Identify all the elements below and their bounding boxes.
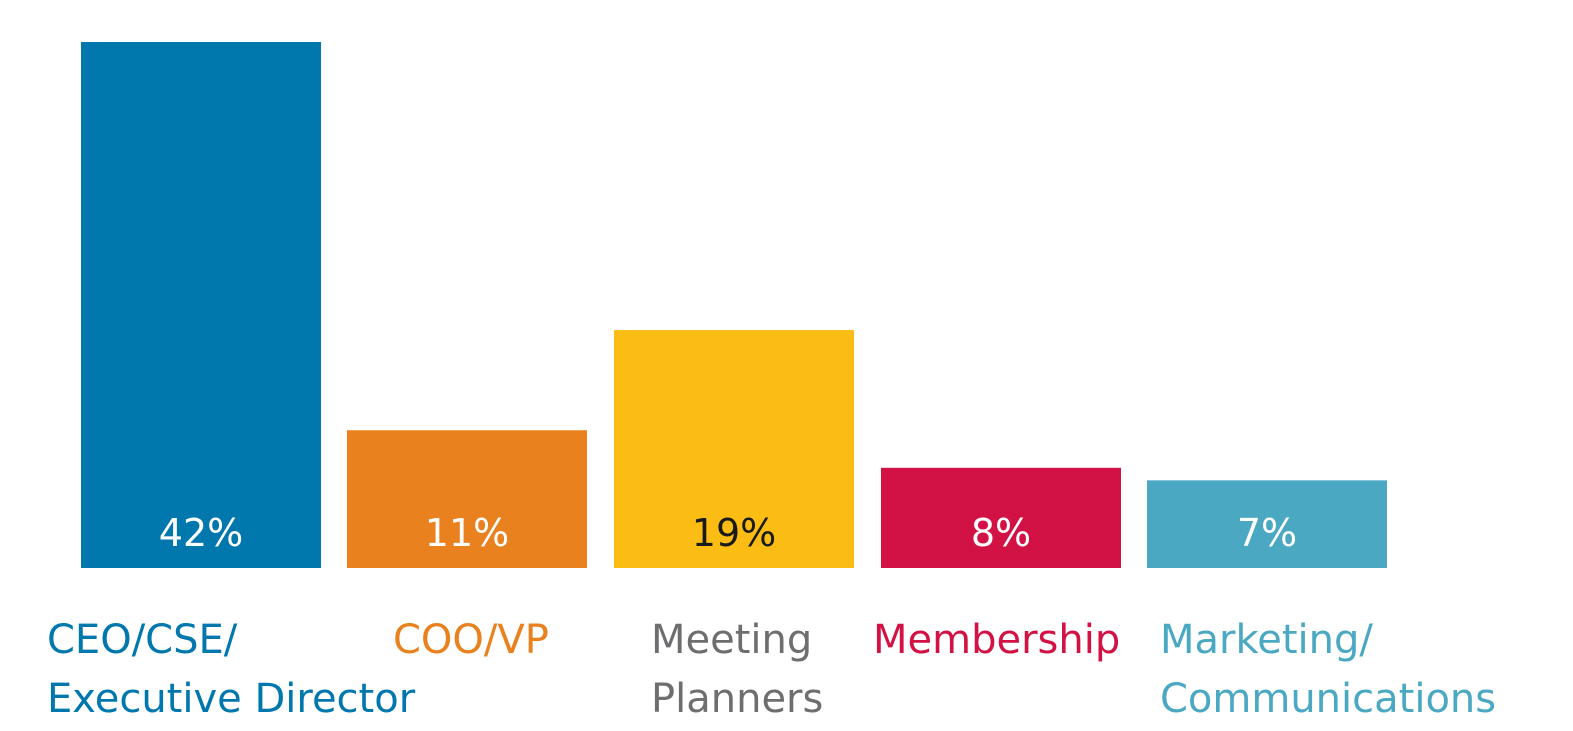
category-label-4-line-1: Communications xyxy=(1160,676,1496,722)
category-label-1: COO/VP xyxy=(393,617,549,663)
category-label-4: Marketing/Communications xyxy=(1160,617,1496,722)
category-label-2-line-0: Meeting xyxy=(651,617,812,663)
bar-0 xyxy=(81,42,321,568)
bar-1 xyxy=(347,430,587,568)
bar-3 xyxy=(881,467,1121,568)
category-label-3: Membership xyxy=(873,617,1120,663)
bar-value-label-3: 8% xyxy=(971,511,1031,555)
bar-4 xyxy=(1147,480,1387,568)
category-label-0-line-1: Executive Director xyxy=(47,676,416,722)
bar-2 xyxy=(614,330,854,568)
category-label-2-line-1: Planners xyxy=(651,676,823,722)
category-label-2: Meeting Planners xyxy=(651,617,823,722)
category-label-1-line-0: COO/VP xyxy=(393,617,549,663)
bar-value-label-4: 7% xyxy=(1237,511,1297,555)
category-label-0: CEO/CSE/Executive Director xyxy=(47,617,416,722)
category-label-4-line-0: Marketing/ xyxy=(1160,617,1373,663)
bar-value-label-2: 19% xyxy=(692,511,776,555)
category-label-0-line-0: CEO/CSE/ xyxy=(47,617,238,663)
bar-value-label-1: 11% xyxy=(425,511,509,555)
category-label-3-line-0: Membership xyxy=(873,617,1120,663)
bar-value-label-0: 42% xyxy=(159,511,243,555)
